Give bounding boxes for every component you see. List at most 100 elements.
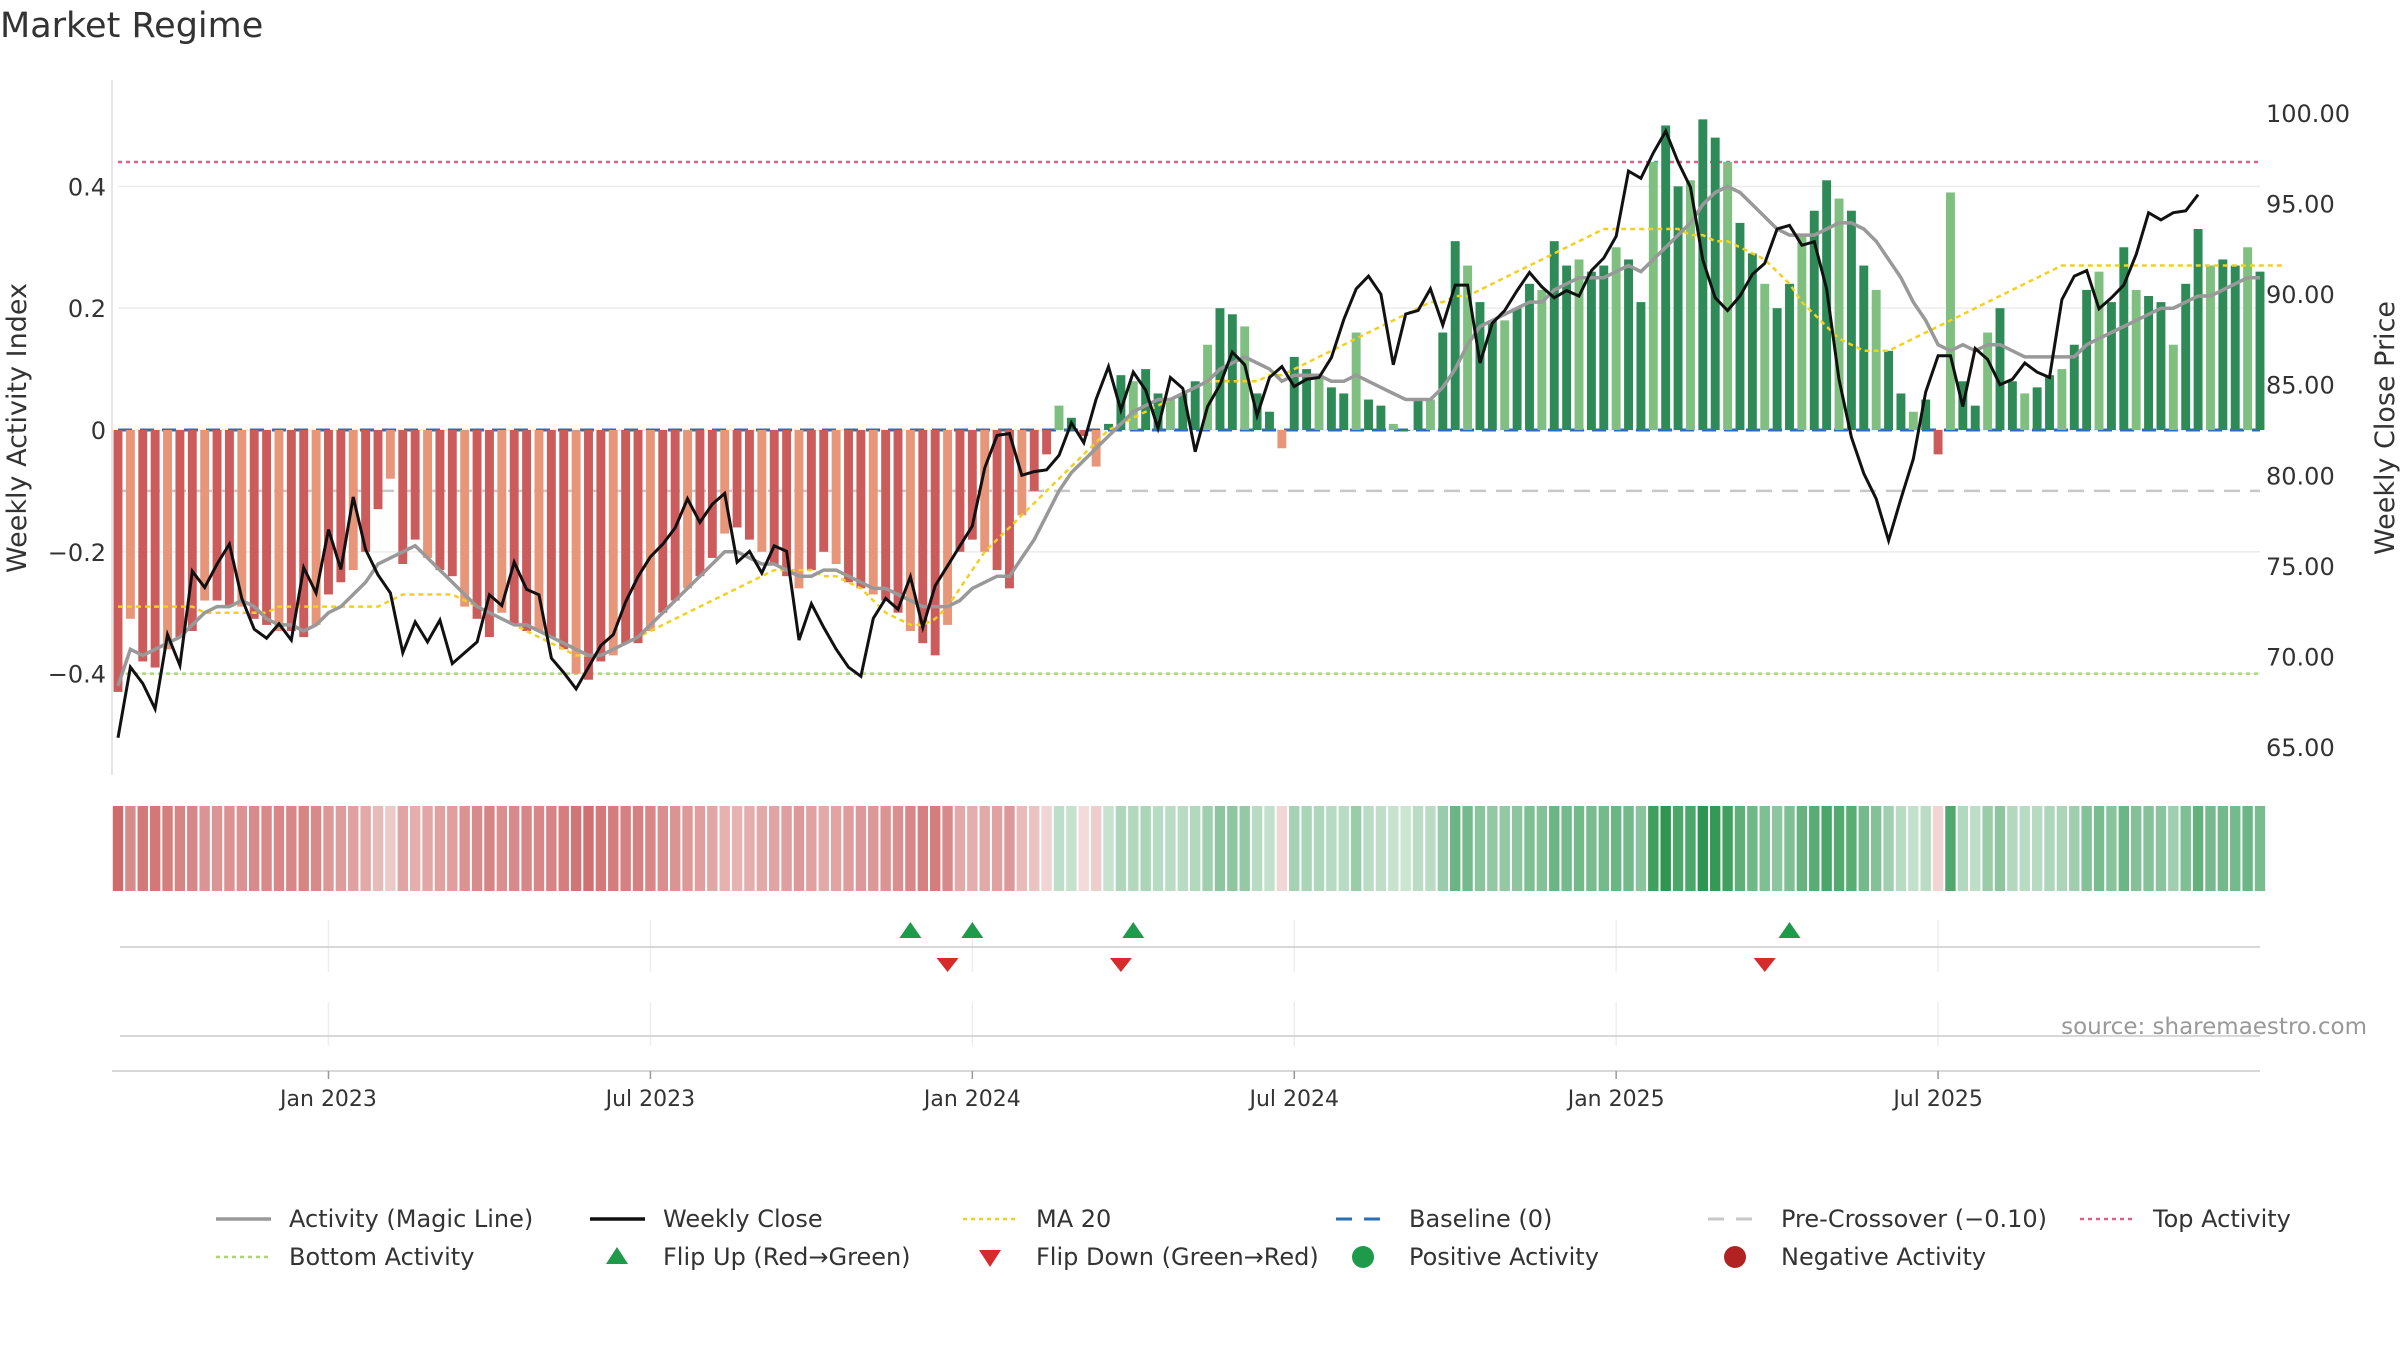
activity-bar [1871, 289, 1881, 430]
heat-cell [1313, 806, 1325, 891]
left-tick-label: −0.4 [48, 661, 106, 689]
activity-bar [844, 430, 853, 583]
heat-cell [954, 806, 966, 891]
activity-bar [1772, 308, 1782, 430]
right-tick-label: 100.00 [2266, 100, 2350, 128]
heat-cell [2031, 806, 2043, 891]
activity-bar [410, 430, 420, 540]
activity-bar [2007, 381, 2017, 430]
heat-cell [1771, 806, 1783, 891]
activity-bar [1797, 235, 1807, 430]
heat-cell [967, 806, 978, 891]
activity-bar [2094, 271, 2104, 430]
heat-cell [2143, 806, 2154, 891]
heat-cell [1338, 806, 1349, 891]
heat-cell [310, 806, 322, 891]
activity-bar [881, 430, 891, 601]
activity-bar [2119, 247, 2129, 430]
heat-cell [1202, 806, 1213, 891]
legend-label: Flip Up (Red→Green) [663, 1243, 911, 1271]
activity-bar [1760, 283, 1770, 430]
heat-cell [125, 806, 136, 891]
activity-bar [695, 430, 705, 577]
flip-down-marker [936, 958, 959, 972]
activity-bar [1661, 125, 1671, 431]
heat-cell [137, 806, 148, 891]
activity-bar [1079, 430, 1089, 437]
heat-cell [1103, 806, 1114, 891]
heat-cell [174, 806, 186, 891]
heat-cell [1635, 806, 1647, 891]
heat-cell [521, 806, 532, 891]
activity-bar [819, 430, 829, 552]
heat-cell [719, 806, 730, 891]
heat-cell [1189, 806, 1201, 891]
heat-cell [546, 806, 557, 891]
heat-cell [1846, 806, 1857, 891]
heat-cell [397, 806, 408, 891]
heat-cell [1511, 806, 1523, 891]
flip-down-marker [1109, 958, 1132, 972]
activity-bar [2020, 393, 2030, 430]
activity-bar [1747, 253, 1757, 430]
heat-cell [261, 806, 272, 891]
activity-bar [1723, 162, 1733, 430]
activity-bar [1438, 332, 1448, 430]
heat-cell [1165, 806, 1176, 891]
heat-cell [248, 806, 260, 891]
legend-label: Weekly Close [663, 1205, 823, 1233]
heat-cell [459, 806, 470, 891]
flip-markers-panel [120, 920, 2260, 972]
heat-cell [868, 806, 879, 891]
activity-bar [794, 430, 804, 589]
activity-bar [2218, 259, 2228, 430]
weekly-close-line [116, 127, 2200, 739]
heat-cell [583, 806, 594, 891]
activity-bar [720, 430, 730, 534]
activity-bar [930, 430, 940, 656]
heat-cell [1363, 806, 1374, 891]
activity-bar [1450, 241, 1460, 430]
heat-cell [2254, 806, 2266, 891]
heat-cell [323, 806, 334, 891]
heat-cell [1437, 806, 1449, 891]
activity-bar [1946, 192, 1955, 430]
activity-bar [385, 430, 395, 479]
heat-cell [1004, 806, 1015, 891]
right-tick-label: 75.00 [2266, 553, 2335, 581]
heat-cell [2044, 806, 2055, 891]
activity-bar [2082, 289, 2092, 430]
heat-cell [409, 806, 421, 891]
heat-cell [781, 806, 792, 891]
activity-bar [2156, 302, 2166, 430]
left-tick-label: 0.4 [68, 173, 106, 201]
heat-cell [1623, 806, 1634, 891]
heat-cell [1982, 806, 1993, 891]
heat-cell [1524, 806, 1535, 891]
heat-cell [2155, 806, 2167, 891]
heat-cell [149, 806, 161, 891]
activity-bar [1562, 265, 1572, 430]
heat-cell [2056, 806, 2068, 891]
heat-cell [2168, 806, 2179, 891]
x-tick-label: Jan 2025 [1566, 1087, 1665, 1112]
heat-cell [372, 806, 384, 891]
activity-bar [509, 430, 519, 625]
activity-bar [645, 430, 655, 631]
heat-cell [570, 806, 582, 891]
activity-bar [398, 430, 408, 564]
activity-bar [1141, 369, 1151, 430]
activity-bar [1364, 399, 1373, 430]
activity-bar [423, 430, 432, 558]
heat-cell [348, 806, 359, 891]
right-tick-label: 85.00 [2266, 372, 2335, 400]
activity-bar [1822, 180, 1832, 430]
heat-cell [2217, 806, 2229, 891]
activity-bar [212, 430, 222, 601]
heat-cell [447, 806, 458, 891]
heat-cell [2069, 806, 2080, 891]
heat-cell [657, 806, 668, 891]
heat-cell [558, 806, 569, 891]
legend-swatch-circle [1352, 1246, 1374, 1268]
magic-line [116, 184, 2260, 687]
